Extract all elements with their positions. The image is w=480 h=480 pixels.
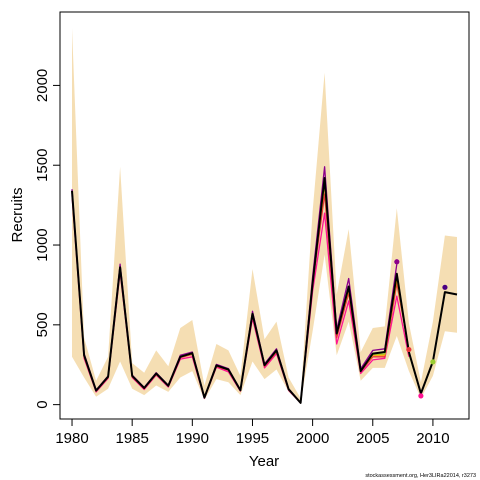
- x-tick-label-0: 1980: [55, 430, 88, 447]
- x-tick-label-3: 1995: [236, 430, 269, 447]
- confidence-band: [72, 28, 457, 403]
- x-tick-label-1: 1985: [115, 430, 148, 447]
- y-tick-label-0: 0: [34, 400, 51, 408]
- x-tick-label-5: 2005: [356, 430, 389, 447]
- endpoint-marker-1: [394, 259, 400, 265]
- x-tick-label-6: 2010: [416, 430, 449, 447]
- y-tick-label-3: 1500: [34, 149, 51, 182]
- endpoint-markers-layer: [394, 259, 448, 399]
- endpoint-marker-2: [406, 346, 412, 353]
- endpoint-marker-3: [418, 393, 424, 399]
- y-axis-label: Recruits: [9, 187, 26, 242]
- endpoint-marker-5: [442, 284, 448, 290]
- endpoint-marker-4: [430, 359, 436, 365]
- y-tick-label-2: 1000: [34, 228, 51, 261]
- y-tick-label-1: 500: [34, 312, 51, 337]
- x-axis: 1980 1985 1990 1995 2000 2005 2010: [55, 418, 450, 447]
- x-tick-label-2: 1990: [176, 430, 209, 447]
- x-axis-label: Year: [249, 453, 279, 470]
- series-line-6: [71, 177, 458, 404]
- y-axis: 0 500 1000 1500 2000: [34, 69, 61, 409]
- x-tick-label-4: 2000: [296, 430, 329, 447]
- credit-note: stockassessment.org, Her3LIRa22014, r327…: [365, 473, 476, 479]
- confidence-band-layer: [72, 28, 457, 403]
- y-tick-label-4: 2000: [34, 69, 51, 102]
- series-lines-layer: [71, 166, 458, 404]
